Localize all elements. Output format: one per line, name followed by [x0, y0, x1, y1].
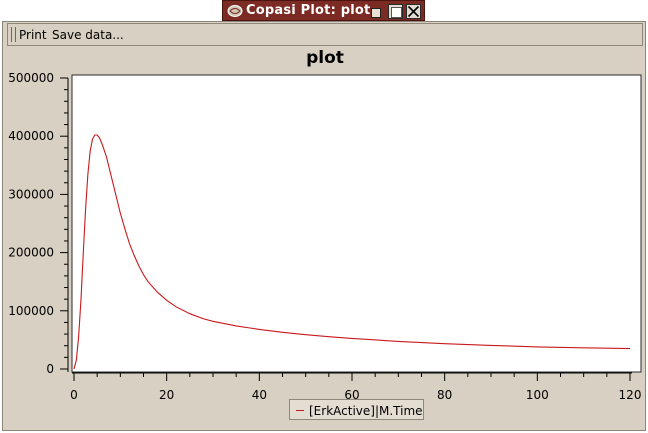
plot-canvas — [71, 74, 642, 373]
print-button[interactable]: Print — [19, 28, 47, 42]
save-data-button[interactable]: Save data... — [52, 28, 124, 42]
plot-legend[interactable]: [ErkActive]|M.Time — [289, 399, 424, 420]
x-tick-label: 80 — [437, 388, 452, 402]
window-titlebar[interactable]: Copasi Plot: plot — [222, 0, 425, 21]
plot-title: plot — [306, 48, 344, 68]
toolbar-handle[interactable] — [11, 27, 16, 42]
legend-swatch — [296, 410, 304, 411]
y-tick-label: 0 — [46, 362, 54, 376]
x-tick-label: 120 — [619, 388, 642, 402]
x-tick-label: 0 — [70, 388, 78, 402]
series-line-erkactive — [73, 134, 631, 370]
toolbar: Print Save data... — [7, 23, 643, 46]
y-tick-label: 500000 — [8, 71, 54, 85]
y-tick-label: 300000 — [8, 187, 54, 201]
y-tick-label: 400000 — [8, 129, 54, 143]
x-tick-label: 40 — [252, 388, 267, 402]
minimize-icon[interactable] — [370, 6, 382, 18]
legend-label: [ErkActive]|M.Time — [309, 404, 423, 418]
close-glyph — [407, 5, 420, 18]
x-tick-label: 100 — [526, 388, 549, 402]
close-icon[interactable] — [406, 4, 421, 19]
x-tick-label: 60 — [344, 388, 359, 402]
y-tick-label: 100000 — [8, 304, 54, 318]
copasi-app-icon — [227, 5, 243, 17]
y-tick-label: 200000 — [8, 246, 54, 260]
window-title: Copasi Plot: plot — [246, 3, 371, 18]
maximize-icon[interactable] — [388, 4, 403, 19]
x-tick-label: 20 — [159, 388, 174, 402]
